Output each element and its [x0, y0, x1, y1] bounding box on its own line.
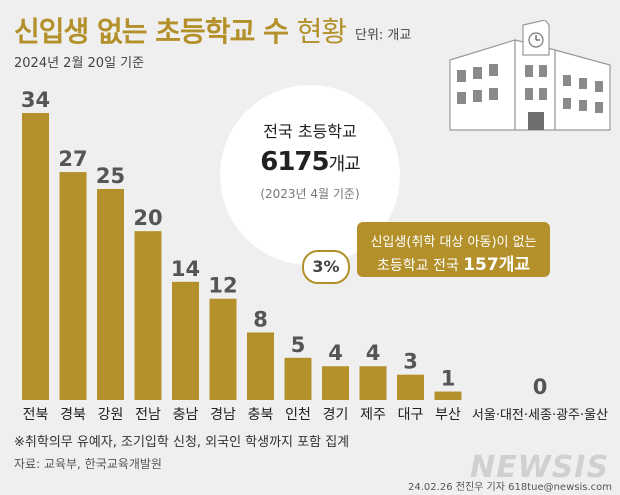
unit-label: 단위: 개교: [355, 28, 412, 43]
category-label-6: 충북: [248, 407, 274, 423]
bar-6: [247, 332, 274, 400]
category-label-8: 경기: [323, 407, 349, 423]
value-label-4: 14: [171, 257, 200, 281]
category-label-2: 강원: [98, 407, 124, 423]
newsis-watermark: NEWSIS: [470, 450, 610, 485]
value-label-8: 4: [328, 341, 343, 365]
bar-11: [434, 391, 462, 400]
category-label-12: 서울·대전·세종·광주·울산: [472, 408, 608, 423]
bar-1: [59, 172, 87, 400]
callout-line2-value: 157개교: [463, 255, 530, 275]
value-label-2: 25: [96, 164, 125, 188]
title-light: 현황: [296, 15, 348, 48]
no-freshmen-callout: 신입생(취학 대상 아동)이 없는 초등학교 전국 157개교: [357, 222, 550, 277]
footnote: ※취학의무 유예자, 조기입학 신청, 외국인 학생까지 포함 집계: [14, 435, 350, 450]
total-count-suffix: 개교: [328, 154, 361, 175]
category-label-11: 부산: [435, 407, 461, 423]
title-bold: 신입생 없는 초등학교 수: [14, 15, 289, 48]
bar-0: [22, 113, 49, 400]
category-label-5: 경남: [210, 407, 236, 423]
bar-3: [134, 231, 162, 400]
value-label-1: 27: [58, 147, 87, 171]
value-label-7: 5: [291, 333, 306, 357]
callout-line1: 신입생(취학 대상 아동)이 없는: [370, 235, 537, 250]
total-schools-note: (2023년 4월 기준): [260, 187, 360, 201]
value-label-10: 3: [403, 350, 418, 374]
category-label-3: 전남: [135, 407, 161, 423]
school-building-icon: [449, 20, 611, 131]
bar-5: [209, 298, 237, 400]
value-label-0: 34: [21, 88, 50, 112]
category-label-4: 충남: [173, 407, 199, 423]
bar-2: [97, 188, 124, 400]
category-label-0: 전북: [23, 407, 49, 423]
bar-8: [322, 366, 349, 400]
callout-line2-prefix: 초등학교 전국: [377, 258, 459, 274]
callout-line2: 초등학교 전국 157개교: [357, 250, 550, 275]
credit-label: 24.02.26 전진우 기자 618tue@newsis.com: [408, 482, 612, 493]
category-label-7: 인천: [285, 407, 311, 423]
category-label-9: 제주: [360, 407, 386, 423]
total-count-value: 6175: [260, 147, 329, 177]
value-label-3: 20: [133, 206, 162, 230]
bar-9: [359, 366, 387, 400]
source-label: 자료: 교육부, 한국교육개발원: [14, 457, 162, 471]
chart-title: 신입생 없는 초등학교 수 현황: [14, 10, 348, 50]
bar-4: [172, 281, 199, 400]
percent-badge: 3%: [302, 250, 350, 284]
bar-10: [397, 374, 424, 400]
bar-7: [284, 357, 312, 400]
value-label-12: 0: [533, 375, 548, 399]
value-label-6: 8: [253, 307, 268, 331]
value-label-5: 12: [208, 274, 237, 298]
value-label-9: 4: [366, 341, 381, 365]
total-schools-label: 전국 초등학교: [263, 122, 357, 141]
category-label-1: 경북: [60, 407, 86, 423]
value-label-11: 1: [441, 367, 456, 391]
total-schools-count: 6175개교: [220, 147, 400, 177]
date-label: 2024년 2월 20일 기준: [14, 56, 145, 71]
category-label-10: 대구: [398, 407, 424, 423]
